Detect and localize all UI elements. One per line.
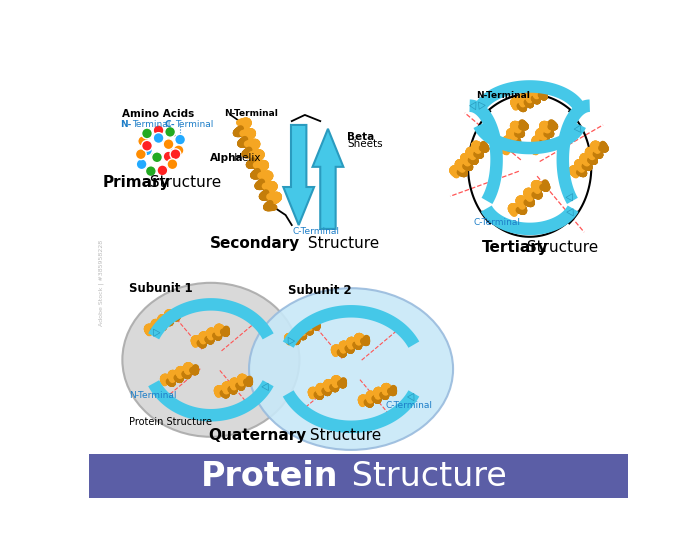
Text: Tertiary: Tertiary — [482, 240, 549, 255]
Circle shape — [175, 134, 186, 145]
Circle shape — [141, 145, 153, 156]
Circle shape — [164, 127, 176, 137]
Text: Protein: Protein — [201, 460, 339, 493]
Circle shape — [173, 145, 184, 156]
Polygon shape — [470, 102, 476, 110]
Text: Primary: Primary — [103, 175, 171, 189]
Text: Structure: Structure — [341, 460, 507, 493]
Text: Structure: Structure — [303, 236, 379, 251]
Text: N-Terminal: N-Terminal — [224, 109, 278, 118]
Polygon shape — [567, 209, 573, 216]
Polygon shape — [407, 394, 414, 401]
Text: Adobe Stock | #385958228: Adobe Stock | #385958228 — [99, 240, 104, 326]
Text: Subunit 2: Subunit 2 — [288, 284, 351, 297]
Text: C-Terminal: C-Terminal — [474, 218, 521, 227]
Polygon shape — [574, 125, 581, 133]
Polygon shape — [153, 329, 160, 337]
Circle shape — [138, 136, 148, 147]
Text: C-Terminal: C-Terminal — [385, 400, 433, 409]
Text: Helix: Helix — [231, 153, 260, 163]
Circle shape — [141, 128, 153, 139]
Circle shape — [157, 165, 168, 176]
Circle shape — [152, 152, 162, 162]
Text: C-: C- — [165, 120, 176, 129]
Ellipse shape — [122, 283, 300, 437]
Circle shape — [170, 149, 181, 160]
Polygon shape — [288, 337, 295, 344]
Ellipse shape — [249, 288, 453, 450]
Text: Alpha: Alpha — [210, 153, 244, 163]
Polygon shape — [262, 383, 269, 390]
Text: N-Terminal: N-Terminal — [477, 91, 531, 100]
Circle shape — [153, 125, 164, 136]
Polygon shape — [478, 102, 485, 109]
Text: Secondary: Secondary — [210, 236, 300, 251]
FancyBboxPatch shape — [89, 454, 629, 498]
Text: Structure: Structure — [304, 428, 381, 443]
Polygon shape — [566, 194, 573, 201]
Text: C-Terminal: C-Terminal — [293, 226, 340, 236]
Circle shape — [163, 139, 174, 150]
Circle shape — [163, 151, 174, 162]
Circle shape — [141, 141, 153, 151]
Text: Amino Acids: Amino Acids — [122, 109, 195, 119]
Circle shape — [167, 159, 178, 170]
Text: Structure: Structure — [522, 240, 598, 255]
Circle shape — [136, 159, 147, 170]
Text: N-Terminal: N-Terminal — [129, 391, 176, 400]
Text: Structure: Structure — [145, 175, 221, 189]
Text: Terminal: Terminal — [132, 120, 170, 129]
Polygon shape — [284, 125, 314, 225]
Circle shape — [141, 129, 153, 141]
Circle shape — [135, 149, 146, 160]
Text: Protein Structure: Protein Structure — [130, 417, 212, 427]
Text: N-: N- — [120, 120, 132, 129]
Circle shape — [153, 133, 164, 143]
Text: Quaternary: Quaternary — [208, 428, 306, 443]
Text: Beta: Beta — [347, 132, 374, 142]
Text: Sheets: Sheets — [347, 139, 383, 150]
Circle shape — [146, 166, 156, 176]
Polygon shape — [312, 129, 343, 229]
Text: Subunit 1: Subunit 1 — [130, 282, 193, 295]
Text: Terminal: Terminal — [176, 120, 214, 129]
